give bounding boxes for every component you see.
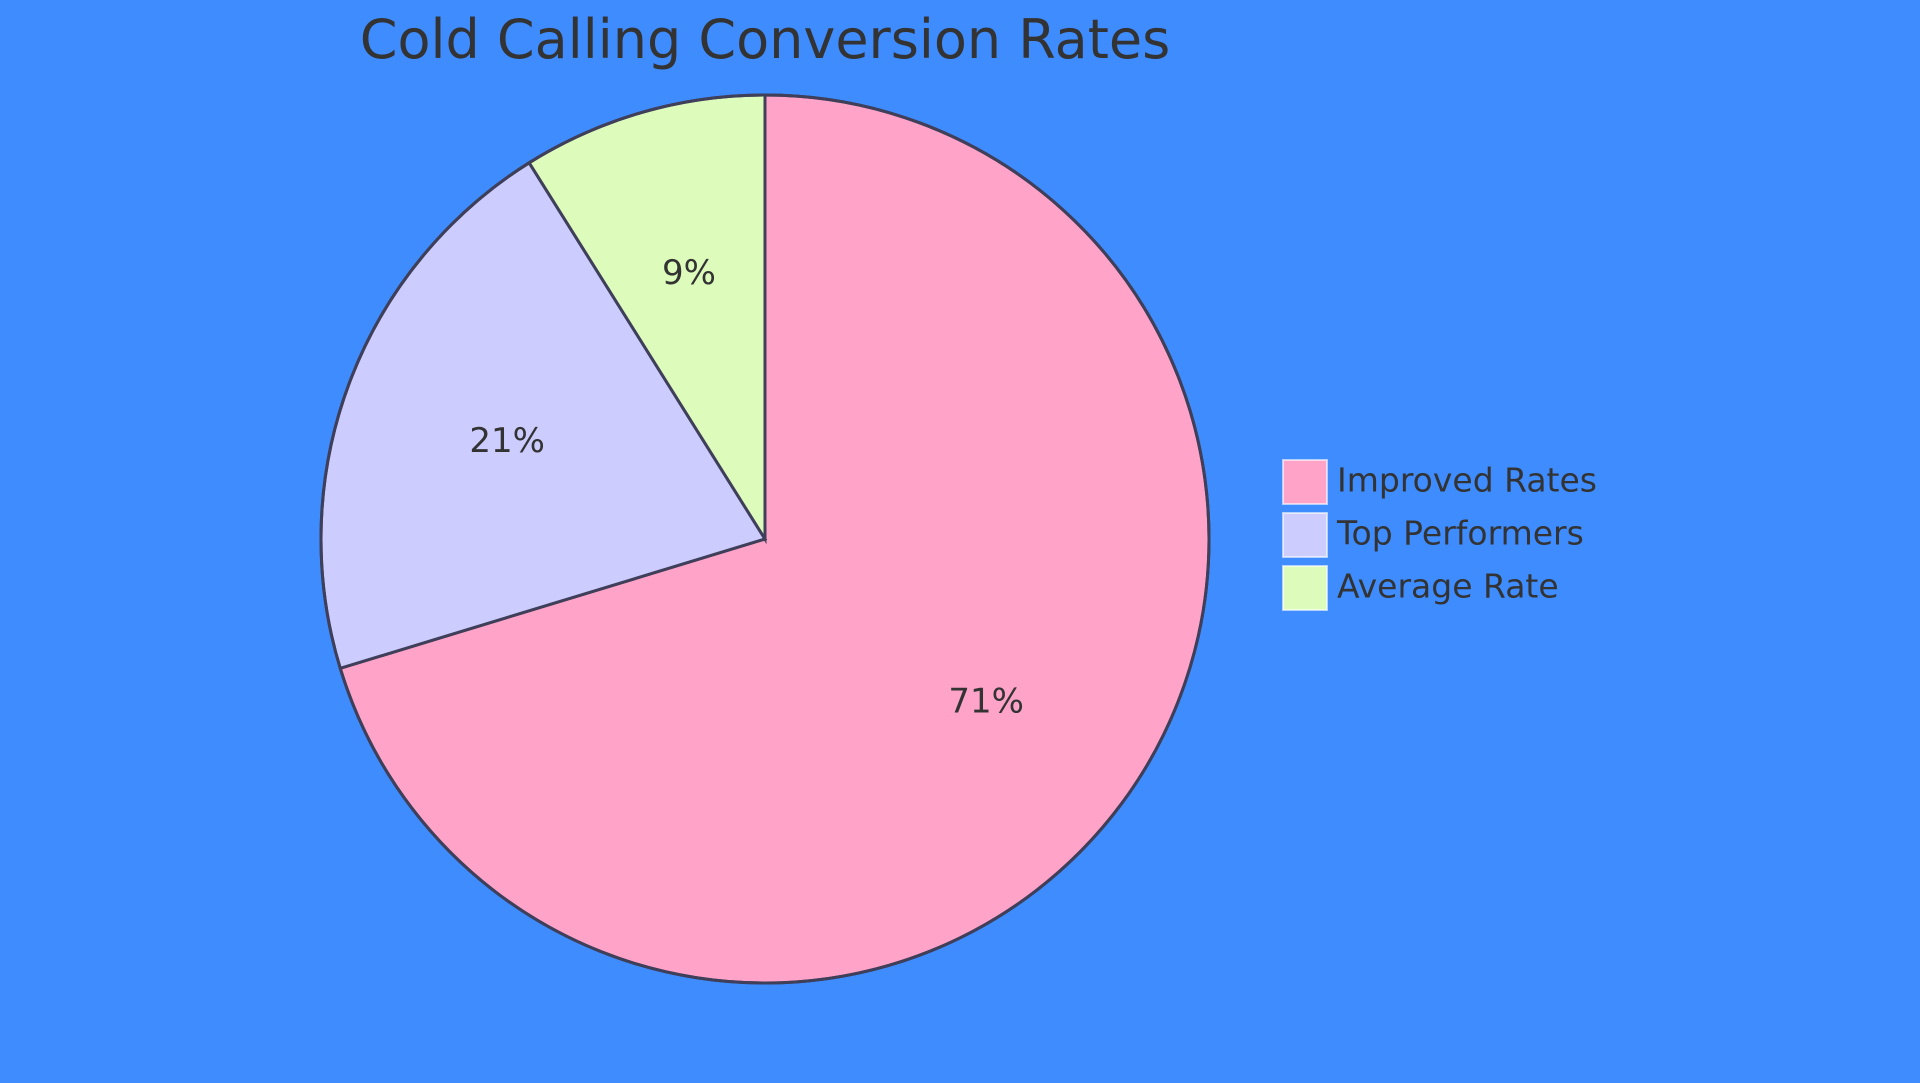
chart-title: Cold Calling Conversion Rates [360,8,1171,71]
legend-swatch-average-rate [1282,565,1328,611]
legend: Improved Rates Top Performers Average Rate [1282,459,1597,611]
slice-label-average-rate: 9% [662,253,716,293]
legend-swatch-top-performers [1282,512,1328,558]
pie-slice-labels: 71% 21% 9% [469,253,1024,721]
legend-label-top-performers: Top Performers [1336,514,1584,553]
pie-slices [319,93,1211,985]
legend-label-improved-rates: Improved Rates [1337,461,1597,500]
slice-label-improved-rates: 71% [948,681,1024,721]
pie-outline [319,93,1211,985]
legend-label-average-rate: Average Rate [1337,567,1559,606]
legend-swatch-improved-rates [1282,459,1328,505]
slice-label-top-performers: 21% [469,421,545,461]
